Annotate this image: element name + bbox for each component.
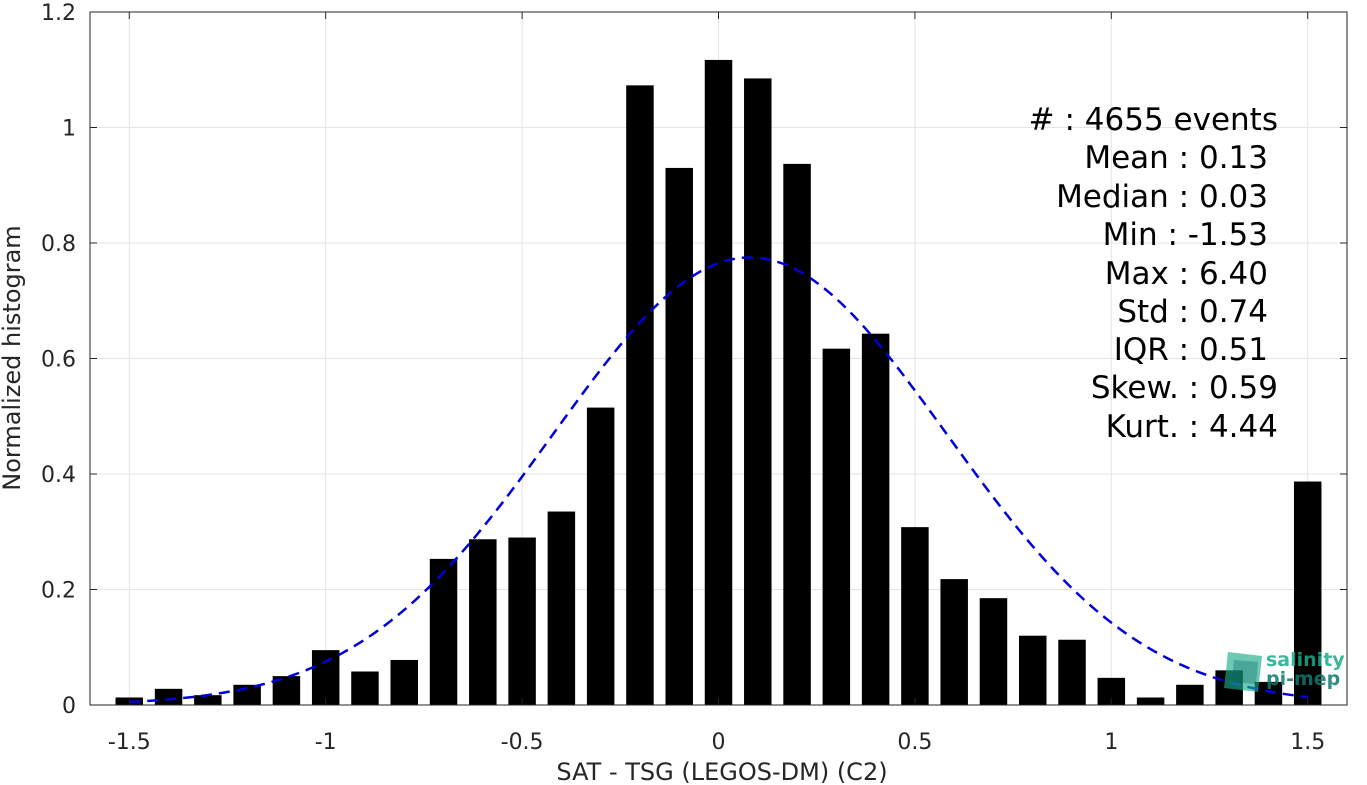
histogram-bar	[154, 688, 183, 705]
y-axis-ticks: 0 0.2 0.4 0.6 0.8 1 1.2	[41, 1, 1347, 719]
stat-min: Min : -1.53	[1103, 217, 1268, 253]
histogram-bar	[822, 348, 851, 705]
histogram-bar	[861, 333, 890, 705]
histogram-bar	[1293, 481, 1322, 705]
histogram-bar	[1136, 697, 1165, 705]
y-tick-label: 0.8	[41, 232, 76, 257]
histogram-bar	[704, 59, 733, 706]
histogram-bar	[744, 78, 772, 706]
histogram-bar	[626, 85, 654, 705]
logo-text-pimep: pi-mep	[1266, 668, 1340, 690]
histogram-bar	[351, 671, 379, 705]
histogram-bar	[469, 539, 497, 705]
x-axis-ticks: -1.5 -1 -0.5 0 0.5 1 1.5	[108, 12, 1325, 755]
x-tick-label: 1.5	[1290, 730, 1325, 755]
stat-iqr: IQR : 0.51	[1114, 332, 1268, 368]
statistics-annotation: # : 4655 events Mean : 0.13 Median : 0.0…	[1029, 102, 1278, 445]
histogram-bar	[390, 659, 418, 705]
y-tick-label: 0	[62, 694, 76, 719]
histogram-bar	[194, 695, 222, 705]
histogram-bar	[311, 650, 340, 705]
salinity-pimep-logo: salinity pi-mep	[1224, 649, 1345, 692]
histogram-bar	[1176, 684, 1204, 705]
logo-text-salinity: salinity	[1266, 649, 1345, 671]
stat-count: # : 4655 events	[1029, 102, 1278, 138]
x-tick-label: 1	[1104, 730, 1118, 755]
histogram-bar	[665, 167, 693, 706]
x-tick-label: -0.5	[501, 730, 544, 755]
stat-max: Max : 6.40	[1105, 256, 1268, 292]
stat-std: Std : 0.74	[1117, 294, 1268, 330]
histogram-bars	[115, 59, 1322, 706]
x-tick-label: 0	[712, 730, 726, 755]
histogram-bar	[1058, 639, 1086, 705]
y-tick-label: 1.2	[41, 1, 76, 26]
histogram-bar	[547, 511, 576, 705]
histogram-bar	[429, 558, 458, 705]
x-tick-label: 0.5	[897, 730, 932, 755]
histogram-bar	[586, 407, 615, 705]
y-tick-label: 0.4	[41, 463, 76, 488]
x-tick-label: -1	[315, 730, 337, 755]
y-axis-label: Normalized histogram	[0, 225, 26, 490]
stat-kurt: Kurt. : 4.44	[1106, 409, 1278, 445]
y-tick-label: 1	[62, 117, 76, 142]
gaussian-fit-curve	[129, 256, 1308, 704]
histogram-bar	[1019, 635, 1047, 705]
histogram-bar	[901, 527, 929, 705]
stat-mean: Mean : 0.13	[1084, 140, 1268, 176]
histogram-bar	[1254, 681, 1283, 705]
histogram-bar	[979, 598, 1008, 705]
fit-curve-line	[129, 256, 1308, 704]
histogram-bar	[783, 163, 811, 705]
stat-skew: Skew. : 0.59	[1091, 370, 1278, 406]
histogram-bar	[940, 579, 968, 705]
x-axis-label: SAT - TSG (LEGOS-DM) (C2)	[556, 758, 887, 785]
x-tick-label: -1.5	[108, 730, 151, 755]
y-tick-label: 0.2	[41, 579, 76, 604]
y-tick-label: 0.6	[41, 348, 76, 373]
histogram-bar	[508, 537, 536, 705]
stat-median: Median : 0.03	[1056, 179, 1268, 215]
